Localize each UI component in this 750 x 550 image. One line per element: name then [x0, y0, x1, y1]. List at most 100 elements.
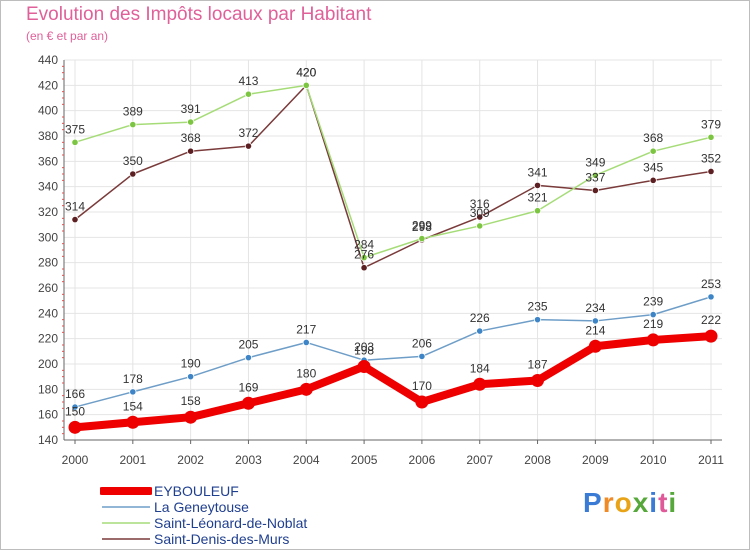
data-point [71, 403, 79, 411]
data-point [244, 90, 253, 98]
data-point [357, 360, 371, 374]
x-tick-label: 2011 [698, 453, 724, 467]
data-label: 154 [123, 399, 143, 413]
data-label: 235 [528, 300, 548, 314]
data-label: 150 [65, 404, 85, 418]
y-tick-label: 300 [38, 230, 58, 244]
data-point [533, 316, 542, 324]
data-label: 413 [238, 74, 258, 88]
data-label: 206 [412, 336, 432, 350]
data-point [360, 254, 368, 262]
data-point [187, 118, 195, 126]
data-label: 309 [470, 206, 490, 220]
data-point [646, 333, 660, 347]
y-tick-label: 240 [38, 306, 58, 320]
y-tick-label: 400 [38, 104, 58, 118]
chart-title: Evolution des Impôts locaux par Habitant [26, 4, 372, 25]
y-tick-label: 320 [38, 205, 58, 219]
x-tick-label: 2003 [235, 453, 262, 467]
legend-label: EYBOULEUF [154, 483, 239, 499]
data-label: 379 [701, 117, 721, 131]
logo-letter: i [668, 487, 678, 518]
y-tick-label: 180 [38, 382, 58, 396]
data-label: 298 [412, 220, 432, 234]
x-tick-label: 2009 [582, 453, 609, 467]
data-label: 420 [296, 65, 316, 79]
data-label: 158 [181, 394, 201, 408]
logo-letter: r [602, 487, 615, 518]
data-point [187, 373, 195, 381]
data-label: 349 [585, 155, 605, 169]
data-point [184, 410, 198, 424]
data-label: 226 [470, 311, 490, 325]
y-tick-label: 200 [38, 357, 58, 371]
data-point [129, 121, 137, 129]
data-point [476, 222, 484, 230]
data-label: 345 [643, 160, 663, 174]
data-point [187, 147, 195, 155]
y-tick-label: 160 [38, 408, 58, 422]
data-point [591, 317, 599, 325]
data-point [649, 147, 657, 155]
x-tick-label: 2010 [640, 453, 667, 467]
data-label: 203 [354, 340, 374, 354]
logo-letter: P [583, 487, 603, 518]
proxiti-logo: Proxiti [583, 487, 677, 519]
data-label: 214 [585, 323, 605, 337]
data-label: 284 [354, 238, 374, 252]
legend-label: La Geneytouse [154, 499, 249, 515]
data-point [707, 167, 715, 176]
data-label: 391 [181, 102, 201, 116]
data-point [244, 142, 253, 150]
data-label: 166 [65, 387, 85, 401]
data-point [241, 396, 255, 410]
data-point [302, 338, 310, 347]
data-point [649, 176, 657, 184]
x-tick-label: 2008 [524, 453, 551, 467]
data-point [360, 264, 368, 272]
series-lines [68, 81, 718, 434]
data-label: 253 [701, 277, 721, 291]
data-label: 170 [412, 379, 432, 393]
data-point [302, 81, 310, 89]
legend-label: Saint-Léonard-de-Noblat [154, 515, 308, 531]
x-tick-label: 2004 [293, 453, 320, 467]
data-point [533, 181, 542, 189]
data-label: 341 [528, 165, 548, 179]
logo-letter: x [632, 487, 650, 518]
data-label: 190 [181, 357, 201, 371]
y-tick-label: 340 [38, 180, 58, 194]
data-label: 169 [238, 380, 258, 394]
logo-letter: i [649, 487, 659, 518]
data-point [126, 415, 140, 429]
data-label: 389 [123, 105, 143, 119]
x-tick-label: 2006 [409, 453, 436, 467]
data-point [707, 133, 715, 141]
data-label: 180 [296, 366, 316, 380]
y-tick-label: 420 [38, 78, 58, 92]
logo-letter: t [658, 487, 669, 518]
data-label: 352 [701, 151, 721, 165]
x-tick-label: 2000 [62, 453, 89, 467]
x-tick-label: 2005 [351, 453, 378, 467]
data-point [299, 382, 313, 396]
x-tick-label: 2007 [466, 453, 493, 467]
data-label: 299 [412, 219, 432, 233]
y-tick-label: 360 [38, 154, 58, 168]
y-tick-label: 380 [38, 129, 58, 143]
data-label: 368 [643, 131, 663, 145]
axes: 140 160 180 200 220 240 260 280 300 320 340 360 380 4… [38, 53, 724, 467]
data-point [476, 213, 484, 221]
data-point [418, 235, 426, 243]
chart-subtitle: (en € et par an) [26, 29, 109, 43]
y-tick-label: 260 [38, 281, 58, 295]
y-tick-label: 280 [38, 256, 58, 270]
series-line-2 [74, 84, 712, 259]
data-label: 321 [528, 191, 548, 205]
legend-label: Saint-Denis-des-Murs [154, 531, 290, 547]
data-label: 219 [643, 317, 663, 331]
x-tick-label: 2001 [119, 453, 146, 467]
data-labels: 150 154 158 169 180 198 170 184 187 214 219 222 166 1… [65, 65, 721, 418]
data-point [649, 310, 657, 319]
data-point [129, 170, 137, 178]
